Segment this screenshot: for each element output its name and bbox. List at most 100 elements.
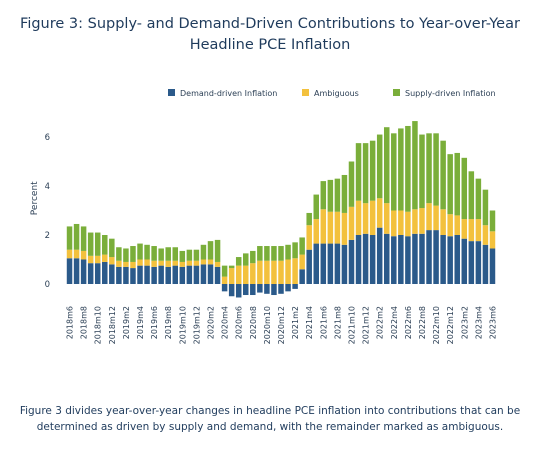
bar-segment-supply <box>228 265 235 269</box>
bar-segment-ambiguous <box>235 265 242 285</box>
bar-segment-ambiguous <box>221 276 228 284</box>
bar-segment-demand <box>73 258 80 284</box>
bar-segment-ambiguous <box>327 211 334 244</box>
stacked-bar-chart: 0 2 4 6 Percent 2018m6 2018m8 2018m10 2018m12 201… <box>30 89 497 344</box>
bar-segment-ambiguous <box>80 250 87 260</box>
bar-segment-demand <box>461 238 468 284</box>
bar-segment-ambiguous <box>278 260 284 284</box>
bar-segment-ambiguous <box>461 219 468 239</box>
bar-segment-demand <box>172 265 179 285</box>
bar-segment-supply <box>214 239 221 262</box>
bar-segment-demand <box>355 235 362 284</box>
bar-segment-ambiguous <box>179 261 186 267</box>
x-tick-label: 2021m10 <box>347 306 356 344</box>
bar-segment-supply <box>80 226 87 251</box>
legend-label: Supply-driven Inflation <box>405 89 496 98</box>
bar-segment-demand <box>391 236 397 284</box>
y-tick-label: 6 <box>45 133 50 143</box>
bar-segment-ambiguous <box>433 205 439 231</box>
bar-segment-demand <box>278 284 284 294</box>
bar-segment-ambiguous <box>306 225 312 250</box>
bar-segment-demand <box>109 264 115 284</box>
bar-segment-ambiguous <box>355 200 362 235</box>
bar-segment-ambiguous <box>292 258 298 284</box>
x-tick-label: 2018m10 <box>94 306 103 344</box>
bar-segment-ambiguous <box>250 263 256 284</box>
bar-segment-ambiguous <box>116 260 122 267</box>
bar-segment-supply <box>348 161 355 207</box>
x-tick-label: 2019m12 <box>192 306 201 344</box>
bar-segment-demand <box>200 264 207 284</box>
x-tick-label: 2020m10 <box>263 306 272 344</box>
x-tick-label: 2020m6 <box>235 306 244 339</box>
bar-segment-demand <box>158 265 164 285</box>
bar-segment-ambiguous <box>482 225 489 245</box>
figure-caption: Figure 3 divides year-over-year changes … <box>19 405 521 433</box>
bar-segment-ambiguous <box>172 260 179 266</box>
bar-segment-supply <box>235 257 242 266</box>
bar-segment-supply <box>179 250 186 262</box>
bar-segment-ambiguous <box>320 209 327 244</box>
bar-segment-supply <box>313 194 319 220</box>
bar-segment-supply <box>123 248 129 262</box>
bar-segment-supply <box>243 253 249 266</box>
bar-segment-supply <box>426 133 432 204</box>
bar-segment-demand <box>327 243 334 284</box>
bar-segment-ambiguous <box>214 261 221 267</box>
bar-segment-supply <box>341 174 348 213</box>
x-tick-label: 2020m2 <box>207 306 216 339</box>
bar-segment-demand <box>482 244 489 284</box>
legend-label: Ambiguous <box>314 89 359 98</box>
bar-segment-supply <box>73 223 80 250</box>
legend-swatch <box>302 89 309 96</box>
bar-segment-demand <box>179 266 186 284</box>
bar-segment-demand <box>362 233 369 284</box>
chart-title-line-2: Headline PCE Inflation <box>189 37 351 53</box>
bar-segment-supply <box>102 235 108 255</box>
bar-segment-supply <box>130 246 136 262</box>
x-tick-label: 2018m8 <box>80 306 89 339</box>
bar-segment-ambiguous <box>475 219 482 242</box>
bar-segment-supply <box>355 143 362 201</box>
bar-segment-ambiguous <box>87 255 94 264</box>
x-tick-label: 2021m4 <box>305 306 314 339</box>
bar-segment-supply <box>165 247 171 261</box>
bar-segment-supply <box>482 189 489 226</box>
bar-segment-demand <box>426 230 432 284</box>
bar-segment-demand <box>299 269 305 284</box>
bar-segment-demand <box>285 284 291 292</box>
bar-segment-supply <box>285 244 291 260</box>
bar-segment-supply <box>186 249 193 261</box>
bar-segment-supply <box>475 178 482 220</box>
bar-segment-demand <box>66 258 73 284</box>
bar-segment-demand <box>137 265 143 285</box>
bar-segment-demand <box>151 266 157 284</box>
bar-segment-demand <box>250 284 256 296</box>
bar-segment-demand <box>320 243 327 284</box>
bar-segment-demand <box>207 264 214 284</box>
bar-segment-demand <box>369 235 376 284</box>
bar-segment-supply <box>151 246 157 261</box>
bar-segment-supply <box>433 133 439 206</box>
bar-segment-ambiguous <box>313 219 319 244</box>
x-tick-label: 2021m2 <box>291 306 300 339</box>
bar-segment-supply <box>454 152 460 216</box>
y-axis-label: Percent <box>30 181 40 215</box>
bar-segment-ambiguous <box>193 260 200 266</box>
y-tick-label: 4 <box>45 182 50 192</box>
bar-segment-demand <box>165 266 171 284</box>
bar-segment-ambiguous <box>398 210 404 235</box>
bar-segment-demand <box>412 233 418 284</box>
bar-segment-ambiguous <box>405 211 411 237</box>
x-tick-label: 2023m2 <box>460 306 469 339</box>
bar-segment-supply <box>320 181 327 210</box>
bar-segment-demand <box>243 284 249 296</box>
bar-segment-supply <box>468 171 475 220</box>
bar-segment-supply <box>461 157 468 220</box>
bar-segment-demand <box>214 266 221 284</box>
bar-segment-ambiguous <box>454 215 460 235</box>
bar-segment-demand <box>440 235 446 284</box>
bar-segment-ambiguous <box>383 203 390 234</box>
x-tick-label: 2020m12 <box>277 306 286 344</box>
bar-segment-ambiguous <box>186 260 193 266</box>
